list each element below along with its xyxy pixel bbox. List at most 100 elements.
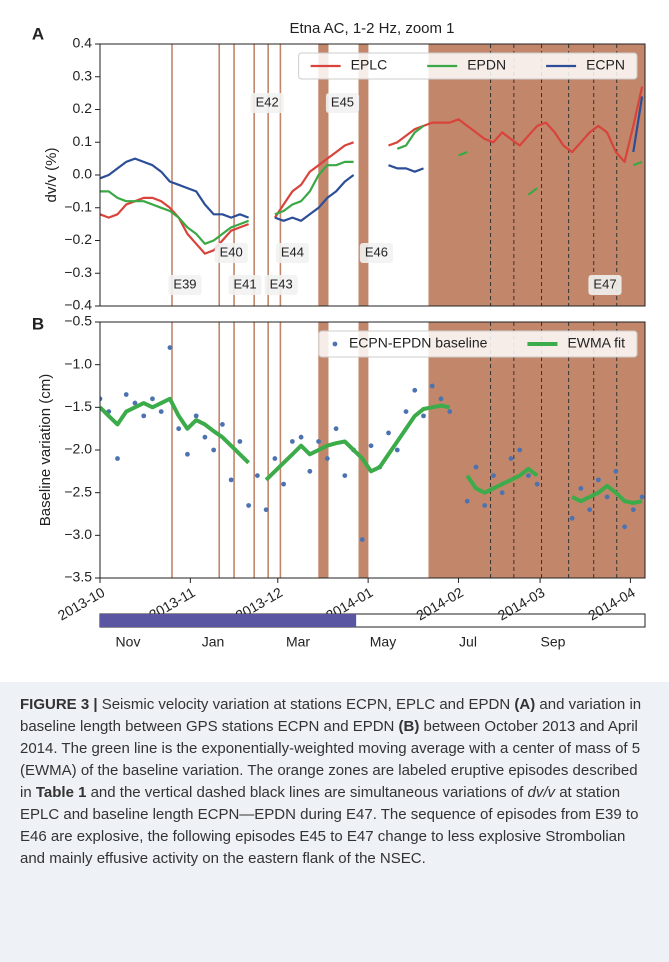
episode-label: E44: [281, 244, 304, 259]
data-point: [526, 473, 531, 478]
data-point: [386, 430, 391, 436]
data-point: [246, 503, 252, 508]
y-tick-label: −2.5: [64, 483, 92, 499]
episode-label: E46: [365, 244, 388, 259]
data-point: [482, 503, 488, 508]
data-point: [639, 494, 645, 500]
caption-text: and variation in baseline length between…: [20, 696, 642, 735]
y-tick-label: −0.3: [64, 264, 92, 280]
data-point: [569, 515, 575, 521]
episode-band: [358, 322, 369, 578]
y-axis-label: Baseline variation (cm): [37, 374, 54, 527]
episode-label: E47: [593, 276, 616, 291]
episode-label-box: [264, 275, 298, 295]
data-point: [473, 464, 479, 470]
data-point: [158, 409, 164, 414]
episode-label: E45: [331, 94, 354, 109]
caption-text: between October 2013 and April 2014. The…: [20, 718, 641, 801]
timeline-label: Nov: [116, 634, 141, 650]
data-point: [447, 409, 453, 414]
y-tick-label: −1.0: [64, 355, 92, 371]
y-tick-label: −0.2: [64, 231, 92, 247]
y-tick-label: −0.5: [64, 313, 92, 329]
legend-marker: [332, 341, 338, 347]
data-point: [228, 477, 234, 483]
data-point: [630, 507, 636, 513]
episode-label-box: [228, 275, 262, 295]
data-point: [307, 468, 313, 474]
data-point: [281, 481, 287, 487]
episode-label-box: [250, 93, 284, 113]
legend: ECPN-EPDN baseline EWMA fit: [318, 330, 638, 358]
data-point: [167, 345, 173, 350]
data-point: [604, 494, 610, 500]
data-point: [403, 409, 409, 414]
episode-label: E40: [220, 244, 243, 259]
data-point: [176, 426, 182, 432]
legend-box: [298, 52, 638, 80]
caption-text: FIGURE 3 |: [20, 696, 98, 713]
episode-label: E42: [256, 94, 279, 109]
episode-band: [318, 44, 329, 306]
data-point: [324, 456, 330, 461]
data-point: [220, 422, 225, 427]
y-tick-label: −0.1: [64, 198, 92, 214]
data-point: [185, 451, 190, 457]
data-point: [193, 413, 199, 419]
panel-label: B: [32, 314, 44, 333]
y-tick-label: 0.1: [73, 133, 93, 149]
data-point: [115, 456, 120, 461]
series-line: [100, 86, 644, 255]
caption-text: (A): [514, 696, 536, 713]
legend: EPLC EPDN ECPN: [298, 52, 638, 80]
data-point: [298, 434, 304, 440]
data-point: [150, 396, 155, 402]
data-point: [534, 481, 540, 487]
data-point: [508, 456, 514, 461]
data-point: [100, 396, 103, 402]
timeline-label: Mar: [286, 634, 310, 650]
y-tick-label: 0.0: [73, 166, 93, 182]
episode-label-box: [275, 243, 309, 263]
episode-label: E39: [173, 276, 196, 291]
episode-label-box: [214, 243, 248, 263]
data-point: [289, 439, 295, 444]
data-point: [421, 413, 426, 419]
timeline-fill: [100, 614, 357, 627]
data-point: [237, 439, 243, 444]
legend-label: ECPN: [586, 57, 625, 73]
panel-label: A: [32, 24, 44, 43]
episode-label-box: [359, 243, 393, 263]
data-point: [211, 447, 217, 453]
data-point: [491, 473, 496, 478]
data-point: [517, 447, 523, 453]
legend-box: [318, 330, 638, 358]
data-point: [141, 413, 147, 419]
y-tick-label: 0.2: [73, 100, 93, 116]
data-point: [316, 439, 321, 444]
timeline-label: Jan: [202, 634, 225, 650]
data-point: [595, 477, 601, 483]
data-point: [613, 468, 619, 474]
data-point: [342, 473, 348, 478]
episode-band: [358, 44, 369, 306]
caption-text: dv/v: [527, 784, 556, 801]
data-point: [333, 426, 339, 432]
data-point: [132, 400, 138, 406]
caption-text: Seismic velocity variation at stations E…: [97, 696, 515, 713]
caption: FIGURE 3 | Seismic velocity variation at…: [0, 682, 669, 962]
data-point: [368, 443, 374, 449]
data-point: [202, 434, 208, 440]
data-point: [359, 537, 365, 542]
data-point: [578, 486, 584, 491]
caption-text: (B): [398, 718, 420, 735]
data-point: [263, 507, 269, 513]
plot-area: [100, 322, 645, 578]
caption-text: Table 1: [35, 784, 87, 801]
legend-label: ECPN-EPDN baseline: [349, 335, 488, 351]
timeline-label: Sep: [541, 634, 566, 650]
series-line: [100, 96, 644, 222]
y-tick-label: −3.0: [64, 526, 92, 542]
legend-label: EPDN: [467, 57, 506, 73]
timeline-label: May: [370, 634, 396, 650]
